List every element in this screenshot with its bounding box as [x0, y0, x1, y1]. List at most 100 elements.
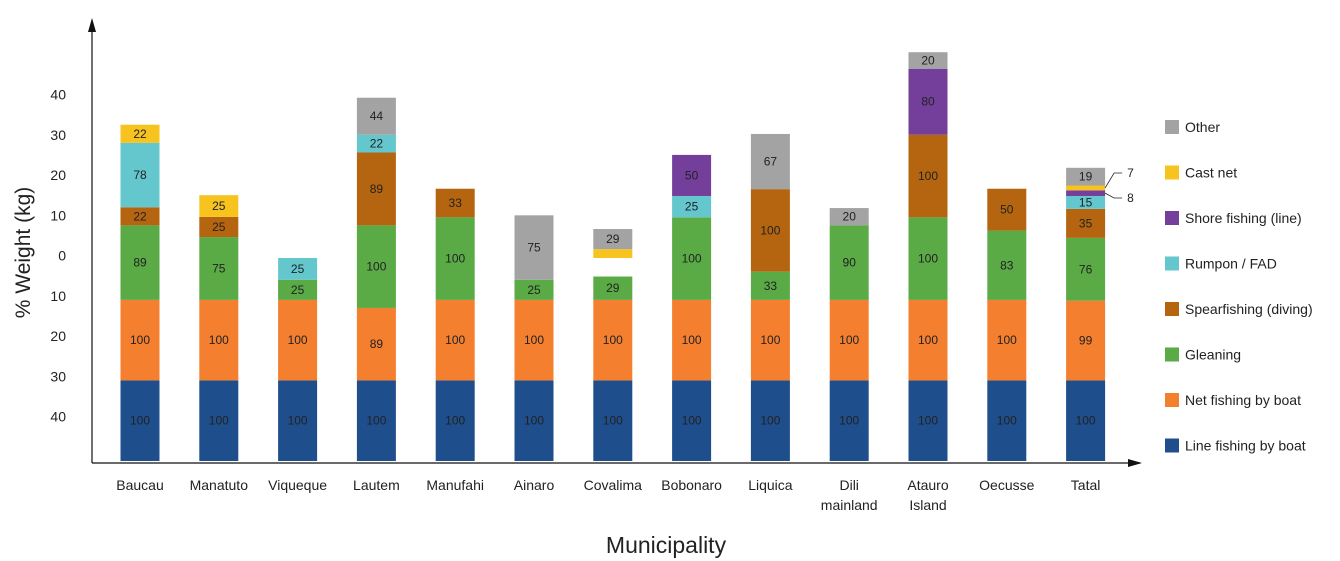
data-label: 25 — [685, 200, 699, 214]
y-axis-arrow — [88, 18, 96, 32]
x-tick-label: mainland — [821, 497, 878, 513]
bar-segment — [435, 299, 475, 381]
bar-segment — [356, 97, 396, 135]
bar-segment — [278, 258, 318, 280]
y-tick-label: 20 — [50, 328, 66, 344]
segment-labels: 100 100 100 100 100 100 100 100 100 100 100 100 100 1… — [130, 53, 1134, 427]
legend-label: Shore fishing (line) — [1185, 210, 1302, 226]
bar-segment — [593, 276, 633, 300]
bar-segment — [829, 225, 869, 300]
bar-segment — [672, 195, 712, 218]
bar-segment — [278, 380, 318, 461]
callout-line — [1104, 192, 1123, 199]
data-label: 100 — [445, 252, 465, 266]
bar-segment — [987, 230, 1027, 300]
legend-label: Gleaning — [1185, 347, 1241, 363]
data-label: 29 — [606, 281, 620, 295]
bar-segment — [672, 380, 712, 461]
legend-label: Net fishing by boat — [1185, 392, 1301, 408]
data-label: 20 — [843, 210, 857, 224]
bar-segment — [278, 299, 318, 381]
data-label: 33 — [449, 196, 463, 210]
bar-segment — [199, 195, 239, 217]
bar-segment — [750, 133, 790, 190]
bar-segment — [356, 225, 396, 308]
data-label: 8 — [1127, 191, 1134, 205]
data-label: 89 — [370, 337, 384, 351]
bar-segment — [750, 299, 790, 381]
legend-swatch — [1165, 347, 1179, 362]
bar-segment — [593, 299, 633, 381]
bar-segment — [514, 215, 554, 280]
x-tick-label: Dili — [839, 477, 858, 493]
data-label: 100 — [760, 223, 780, 237]
legend-swatch — [1165, 256, 1179, 271]
bar-segment — [120, 207, 160, 226]
data-label: 20 — [921, 53, 935, 67]
x-tick-label: Bobonaro — [661, 477, 722, 493]
data-label: 89 — [370, 182, 384, 196]
x-tick-label: Atauro — [907, 477, 948, 493]
bar-segment — [120, 299, 160, 381]
data-label: 100 — [130, 414, 150, 428]
data-label: 100 — [209, 333, 229, 347]
bar-segment — [356, 380, 396, 461]
bar-segment — [120, 380, 160, 461]
data-label: 29 — [606, 232, 620, 246]
bar-segment — [1066, 185, 1106, 191]
x-tick-label: Manatuto — [190, 477, 249, 493]
x-axis-arrow — [1128, 459, 1142, 467]
data-label: 100 — [839, 414, 859, 428]
bar-segment — [750, 271, 790, 300]
data-label: 25 — [291, 262, 305, 276]
x-axis-title: Municipality — [606, 532, 727, 558]
legend-swatch — [1165, 393, 1179, 407]
bar-segment — [435, 188, 475, 218]
bar-segment — [356, 307, 396, 381]
bar-segment — [356, 134, 396, 153]
legend-label: Rumpon / FAD — [1185, 256, 1277, 272]
bar-segment — [829, 299, 869, 381]
bar-segment — [1066, 167, 1106, 186]
legend-label: Other — [1185, 119, 1220, 135]
data-label: 100 — [445, 414, 465, 428]
data-label: 44 — [370, 109, 384, 123]
data-label: 83 — [1000, 258, 1014, 272]
data-label: 100 — [682, 252, 702, 266]
data-label: 100 — [1076, 414, 1096, 428]
data-label: 100 — [918, 252, 938, 266]
y-tick-label: 0 — [58, 248, 66, 264]
data-label: 100 — [839, 333, 859, 347]
bar-segment — [1066, 300, 1106, 381]
bar-segment — [672, 217, 712, 300]
legend: Other Cast net Shore fishing (line) Rumpon … — [1165, 119, 1313, 454]
legend-swatch — [1165, 120, 1179, 134]
legend-swatch — [1165, 165, 1179, 180]
y-tick-label: 10 — [50, 288, 66, 304]
bar-segment — [593, 249, 633, 259]
data-label: 25 — [291, 283, 305, 297]
data-label: 22 — [370, 137, 384, 151]
x-tick-label: Island — [909, 497, 946, 513]
x-tick-label: Oecusse — [979, 477, 1034, 493]
bar-segment — [120, 142, 160, 208]
data-label: 25 — [212, 220, 226, 234]
bar-segment — [1066, 380, 1106, 461]
x-tick-label: Covalima — [584, 477, 643, 493]
y-axis-title: % Weight (kg) — [12, 187, 35, 319]
bar-segment — [1066, 190, 1106, 196]
data-label: 100 — [997, 333, 1017, 347]
bar-segment — [750, 380, 790, 461]
legend-label: Cast net — [1185, 165, 1237, 181]
data-label: 90 — [843, 256, 857, 270]
data-label: 80 — [921, 95, 935, 109]
data-label: 25 — [527, 283, 541, 297]
data-label: 33 — [764, 279, 778, 293]
x-tick-label: Manufahi — [426, 477, 484, 493]
data-label: 50 — [1000, 203, 1014, 217]
data-label: 100 — [603, 414, 623, 428]
bar-segment — [514, 279, 554, 300]
x-tick-label: Ainaro — [514, 477, 555, 493]
